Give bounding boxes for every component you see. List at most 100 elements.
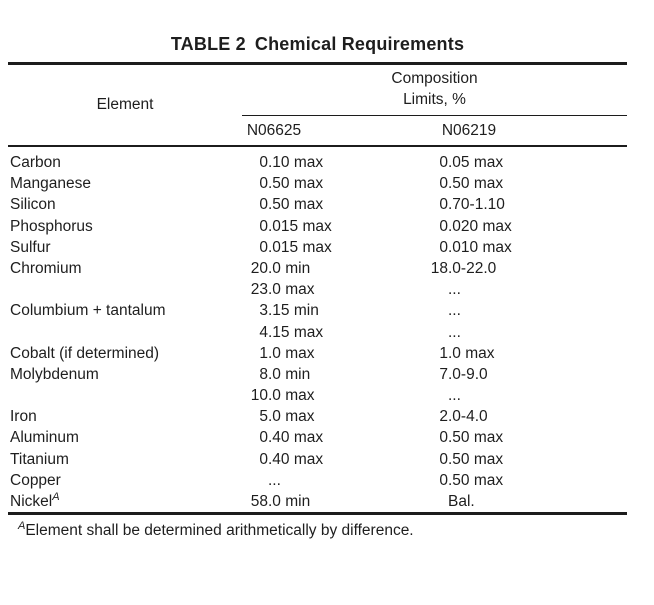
table-row: NickelA 58.0 min Bal.	[8, 491, 627, 512]
element-label: Sulfur	[10, 238, 51, 256]
n06219-value-cell: ...	[448, 281, 461, 299]
element-cell: Sulfur	[8, 237, 240, 258]
table-row: Titanium 0.40 max 0.50 max	[8, 449, 627, 470]
bottom-rule	[8, 512, 627, 516]
n06219-value-cell: 0.020 max	[439, 217, 512, 235]
column-header-n06219: N06219	[441, 122, 497, 139]
element-label: Nickel	[10, 493, 53, 510]
element-label: Titanium	[10, 450, 69, 468]
n06625-value-cell: 0.40 max	[259, 429, 324, 447]
table-title: TABLE 2 Chemical Requirements	[8, 34, 627, 55]
n06219-value-cell: 0.50 max	[439, 175, 504, 193]
element-column-header: Element	[96, 96, 154, 113]
table-row: Columbium + tantalum 3.15 min ...	[8, 300, 627, 321]
element-cell	[8, 385, 240, 406]
element-label: Columbium + tantalum	[10, 302, 166, 320]
n06219-value-cell: 0.70-1.10	[439, 196, 505, 214]
table-row: Chromium 20.0 min 18.0-22.0	[8, 258, 627, 279]
n06219-value-cell: 7.0-9.0	[439, 365, 488, 383]
n06625-value-cell: 0.015 max	[259, 217, 332, 235]
n06625-value-cell: 0.10 max	[259, 154, 324, 171]
element-cell: Titanium	[8, 449, 240, 470]
table-name-label: Chemical Requirements	[254, 34, 465, 54]
n06625-value-cell: 1.0 max	[259, 344, 315, 362]
footnote-text: Element shall be determined arithmetical…	[25, 522, 414, 540]
header-body-rule	[8, 145, 627, 147]
table-row: Silicon 0.50 max 0.70-1.10	[8, 194, 627, 215]
element-cell: Manganese	[8, 173, 240, 194]
element-cell	[8, 279, 240, 300]
composition-header: Composition Limits, %	[242, 69, 627, 110]
table-number-label: TABLE 2	[170, 34, 246, 54]
element-cell: NickelA	[8, 491, 240, 512]
element-superscript: A	[52, 490, 60, 503]
footnote-superscript: A	[18, 520, 26, 533]
element-label: Silicon	[10, 196, 56, 214]
table-row: Copper ... 0.50 max	[8, 470, 627, 491]
table-row: Carbon 0.10 max 0.05 max	[8, 152, 627, 173]
footnote: AElement shall be determined arithmetica…	[8, 521, 627, 541]
n06219-value-cell: Bal.	[448, 493, 475, 510]
element-label: Cobalt (if determined)	[10, 344, 160, 362]
element-label: Manganese	[10, 175, 92, 193]
composition-header-line2: Limits, %	[403, 90, 466, 108]
n06219-value-cell: 1.0 max	[439, 344, 495, 362]
n06219-value-cell: ...	[448, 323, 461, 341]
element-label: Copper	[10, 471, 61, 489]
table-row: Sulfur 0.015 max 0.010 max	[8, 237, 627, 258]
n06219-value-cell: 0.010 max	[439, 238, 512, 256]
element-cell: Copper	[8, 470, 240, 491]
n06625-value-cell: 0.50 max	[259, 175, 324, 193]
n06625-value-cell: 23.0 max	[250, 281, 315, 299]
composition-header-rule	[242, 115, 627, 116]
table-row: Iron 5.0 max 2.0-4.0	[8, 406, 627, 427]
n06625-value-cell: ...	[268, 471, 281, 489]
element-label: Chromium	[10, 259, 82, 277]
table-row: Phosphorus 0.015 max 0.020 max	[8, 216, 627, 237]
element-cell: Chromium	[8, 258, 240, 279]
element-label: Iron	[10, 408, 37, 426]
element-label: Carbon	[10, 154, 61, 171]
element-label: Molybdenum	[10, 365, 99, 383]
element-cell	[8, 322, 240, 343]
element-cell: Silicon	[8, 194, 240, 215]
element-label: Phosphorus	[10, 217, 93, 235]
top-rule	[8, 62, 627, 65]
table-header: Element Composition Limits, % N06625 N06…	[8, 65, 627, 145]
composition-header-line1: Composition	[391, 70, 478, 87]
n06625-value-cell: 8.0 min	[259, 365, 311, 383]
table-body: Carbon 0.10 max 0.05 max Manganese 0.50 …	[8, 147, 627, 512]
column-header-n06625: N06625	[246, 122, 302, 139]
table-row: Manganese 0.50 max 0.50 max	[8, 173, 627, 194]
table-row: Cobalt (if determined) 1.0 max 1.0 max	[8, 343, 627, 364]
element-cell: Phosphorus	[8, 216, 240, 237]
n06625-value-cell: 0.40 max	[259, 450, 324, 468]
n06219-value-cell: ...	[448, 387, 461, 405]
element-cell: Cobalt (if determined)	[8, 343, 240, 364]
n06625-value-cell: 5.0 max	[259, 408, 315, 426]
n06625-value-cell: 0.015 max	[259, 238, 332, 256]
n06219-value-cell: 0.50 max	[439, 450, 504, 468]
table-row: Molybdenum 8.0 min 7.0-9.0	[8, 364, 627, 385]
element-label: Aluminum	[10, 429, 79, 447]
n06219-value-cell: 2.0-4.0	[439, 408, 488, 426]
element-cell: Columbium + tantalum	[8, 300, 240, 321]
element-cell: Carbon	[8, 152, 240, 173]
chemical-requirements-table: TABLE 2 Chemical Requirements Element Com…	[8, 34, 627, 541]
n06625-value-cell: 10.0 max	[250, 387, 315, 405]
n06219-value-cell: 0.50 max	[439, 471, 504, 489]
n06625-value-cell: 4.15 max	[259, 323, 324, 341]
table-row: 4.15 max ...	[8, 322, 627, 343]
table-row: 23.0 max ...	[8, 279, 627, 300]
element-cell: Aluminum	[8, 427, 240, 448]
n06219-value-cell: 0.50 max	[439, 429, 504, 447]
table-row: 10.0 max ...	[8, 385, 627, 406]
n06219-value-cell: 0.05 max	[439, 154, 504, 171]
n06219-value-cell: ...	[448, 302, 461, 320]
element-cell: Molybdenum	[8, 364, 240, 385]
n06625-value-cell: 58.0 min	[250, 493, 311, 510]
n06219-value-cell: 18.0-22.0	[430, 259, 497, 277]
element-cell: Iron	[8, 406, 240, 427]
n06625-value-cell: 3.15 min	[259, 302, 319, 320]
n06625-value-cell: 0.50 max	[259, 196, 324, 214]
